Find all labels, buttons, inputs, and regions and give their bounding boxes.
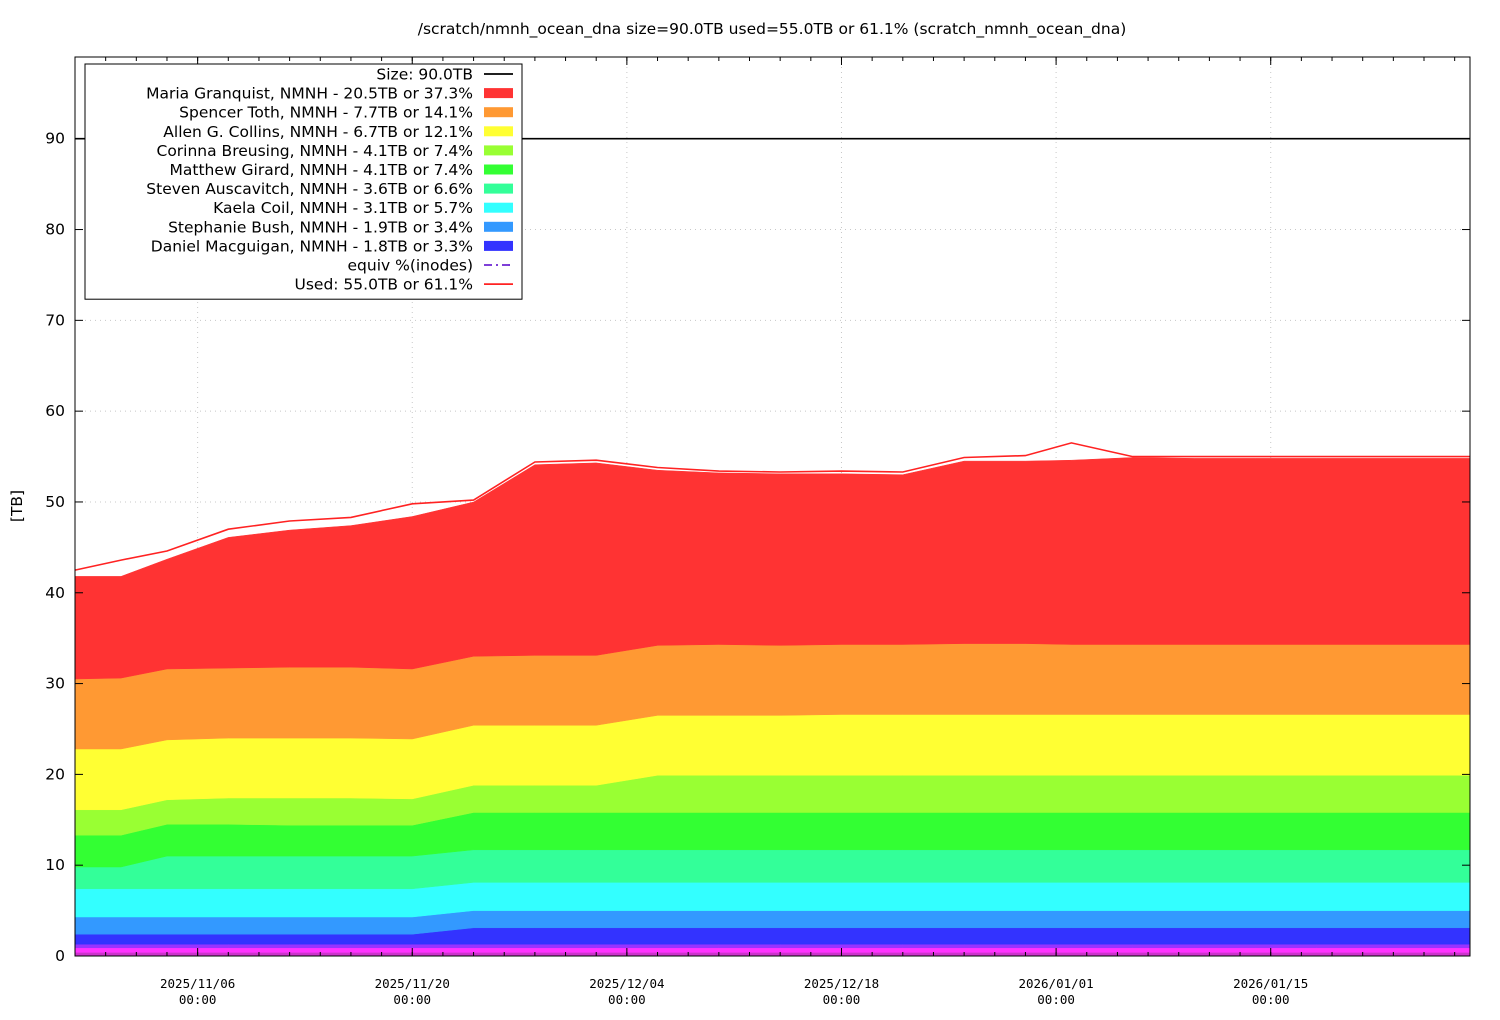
y-axis-label: [TB] xyxy=(8,490,26,522)
series-area xyxy=(74,943,1471,949)
y-tick-label: 20 xyxy=(45,765,65,783)
x-tick-label: 00:00 xyxy=(393,992,431,1007)
legend-swatch xyxy=(484,240,513,251)
y-axis-ticks: 0 10 20 30 40 50 60 70 80 90 xyxy=(45,130,1470,965)
chart-title: /scratch/nmnh_ocean_dna size=90.0TB used… xyxy=(418,20,1127,39)
legend-label: Corinna Breusing, NMNH - 4.1TB or 7.4% xyxy=(157,142,474,160)
y-tick-label: 70 xyxy=(45,311,65,329)
legend-label: Kaela Coil, NMNH - 3.1TB or 5.7% xyxy=(213,199,473,217)
x-tick-label: 00:00 xyxy=(1252,992,1290,1007)
legend-swatch xyxy=(484,221,513,232)
legend-label: Daniel Macguigan, NMNH - 1.8TB or 3.3% xyxy=(151,237,473,255)
x-tick-label: 2025/12/18 xyxy=(804,976,879,991)
y-tick-label: 80 xyxy=(45,221,65,239)
x-tick-label: 2025/11/20 xyxy=(375,976,450,991)
x-tick-label: 2025/12/04 xyxy=(589,976,664,991)
x-axis-ticks: 2025/11/0600:002025/11/2000:002025/12/04… xyxy=(74,57,1456,1007)
x-tick-label: 00:00 xyxy=(1037,992,1075,1007)
legend-swatch xyxy=(484,202,513,213)
series-area xyxy=(74,947,1471,953)
stacked-areas xyxy=(74,457,1471,957)
y-tick-label: 10 xyxy=(45,856,65,874)
legend-label: Spencer Toth, NMNH - 7.7TB or 14.1% xyxy=(179,104,473,122)
legend-box xyxy=(84,63,523,300)
y-tick-label: 50 xyxy=(45,493,65,511)
legend-swatch xyxy=(484,145,513,156)
legend-label: Steven Auscavitch, NMNH - 3.6TB or 6.6% xyxy=(146,180,473,198)
legend-label: Maria Granquist, NMNH - 20.5TB or 37.3% xyxy=(146,85,473,103)
y-tick-label: 0 xyxy=(55,947,65,965)
used-line xyxy=(74,442,1470,571)
x-tick-label: 2026/01/01 xyxy=(1018,976,1093,991)
legend-label: Matthew Girard, NMNH - 4.1TB or 7.4% xyxy=(170,161,473,179)
legend-label: Stephanie Bush, NMNH - 1.9TB or 3.4% xyxy=(168,218,473,236)
legend-swatch xyxy=(484,164,513,175)
legend-label: equiv %(inodes) xyxy=(348,257,474,275)
legend-swatch xyxy=(484,88,513,99)
y-tick-label: 40 xyxy=(45,584,65,602)
y-tick-label: 30 xyxy=(45,675,65,693)
x-tick-label: 00:00 xyxy=(608,992,646,1007)
x-tick-label: 2026/01/15 xyxy=(1233,976,1308,991)
x-tick-label: 2025/11/06 xyxy=(160,976,235,991)
plot-frame xyxy=(74,56,1471,957)
y-tick-label: 60 xyxy=(45,402,65,420)
legend-swatch xyxy=(484,107,513,118)
x-tick-label: 00:00 xyxy=(823,992,861,1007)
legend-swatch xyxy=(484,126,513,137)
legend-label: Used: 55.0TB or 61.1% xyxy=(294,276,473,294)
legend-label: Allen G. Collins, NMNH - 6.7TB or 12.1% xyxy=(163,123,473,141)
legend-swatch xyxy=(484,183,513,194)
series-area xyxy=(74,952,1471,957)
x-tick-label: 00:00 xyxy=(179,992,217,1007)
y-tick-label: 90 xyxy=(45,130,65,148)
legend-label: Size: 90.0TB xyxy=(376,66,473,84)
